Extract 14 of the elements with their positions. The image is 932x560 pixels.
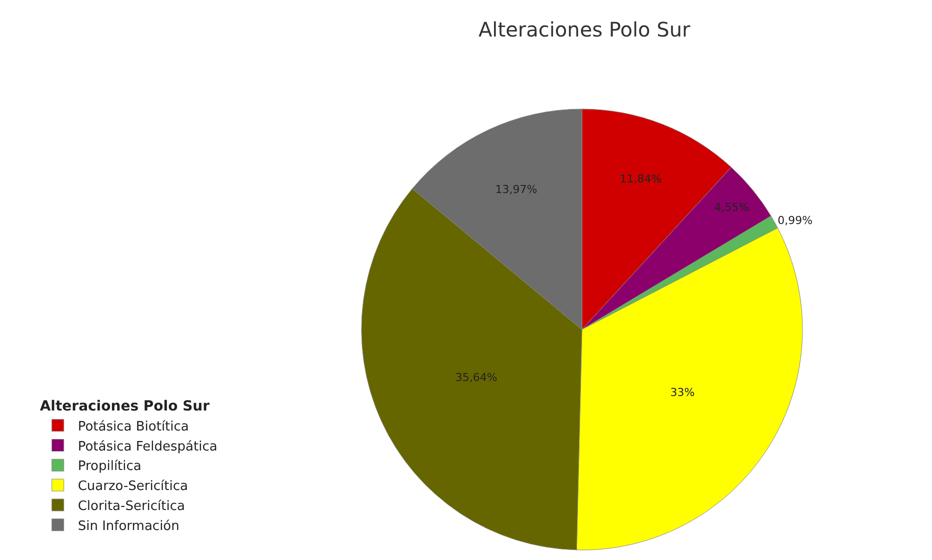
data-label: 0,99%: [778, 214, 813, 227]
legend-label: Cuarzo-Sericítica: [78, 479, 188, 494]
legend-title: Alteraciones Polo Sur: [40, 398, 210, 414]
chart-title: Alteraciones Polo Sur: [478, 17, 692, 42]
legend-label: Clorita-Sericítica: [78, 499, 185, 514]
data-label: 11,84%: [620, 172, 662, 186]
data-label: 13,97%: [495, 182, 538, 196]
legend-label: Sin Información: [78, 518, 180, 534]
legend-label: Potásica Biotítica: [78, 419, 189, 434]
data-label: 35,64%: [455, 371, 498, 384]
data-label: 4,55%: [714, 201, 750, 214]
data-label: 33%: [670, 386, 695, 399]
legend-label: Potásica Feldespática: [78, 439, 218, 454]
legend-label: Propilítica: [78, 459, 142, 474]
